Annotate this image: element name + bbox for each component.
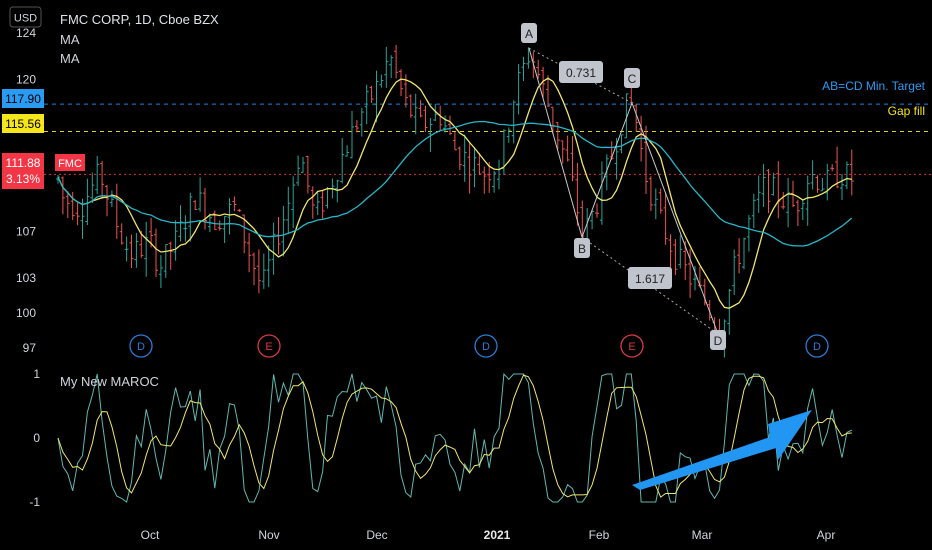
event-marker-earnings[interactable] xyxy=(257,334,281,358)
axis-labels: 124 120 107 103 100 97 Oct Nov Dec 2021 Feb Mar Apr 1… xyxy=(16,26,835,542)
ticker-label: FMC xyxy=(58,158,82,170)
target-line-label: AB=CD Min. Target xyxy=(822,79,925,93)
pattern-point-d xyxy=(710,330,726,350)
last-price-tag xyxy=(2,153,44,189)
pattern-ratio-label: 1.617 xyxy=(635,272,665,286)
last-price-value: 111.88 xyxy=(6,156,41,170)
time-axis-tick: Apr xyxy=(817,528,836,542)
osc-axis-tick: 0 xyxy=(33,431,40,445)
ma-slow-line xyxy=(57,120,853,247)
price-grid xyxy=(44,103,932,175)
currency-label: USD xyxy=(14,13,37,25)
ticker-tag xyxy=(55,154,85,171)
event-marker-earnings[interactable] xyxy=(620,334,644,358)
time-axis-tick: Oct xyxy=(141,528,160,542)
price-axis-tick: 100 xyxy=(16,306,36,320)
pattern-label-a: A xyxy=(525,27,533,41)
event-marker-label: D xyxy=(137,341,145,353)
price-axis-tick: 97 xyxy=(23,341,37,355)
gap-line-label: Gap fill xyxy=(888,104,925,118)
price-tag-target xyxy=(2,89,44,108)
oscillator-title[interactable]: My New MAROC xyxy=(60,374,159,389)
trend-arrow xyxy=(632,410,812,490)
pattern-label-d: D xyxy=(714,334,723,348)
indicator-ma-2[interactable]: MA xyxy=(60,51,80,66)
price-axis-tick: 107 xyxy=(16,224,36,238)
pattern-label-c: C xyxy=(628,72,637,86)
pattern-ratio-label: 0.731 xyxy=(566,66,596,80)
ohlc-bars xyxy=(56,44,854,358)
event-marker-label: E xyxy=(628,341,635,353)
time-axis-tick: 2021 xyxy=(484,528,511,542)
time-axis-tick: Mar xyxy=(692,528,713,542)
event-marker-dividend[interactable] xyxy=(129,334,153,358)
event-marker-dividend[interactable] xyxy=(805,334,829,358)
pattern-point-b xyxy=(574,238,590,258)
price-axis-tick: 124 xyxy=(16,26,36,40)
price-axis-tick: 103 xyxy=(16,271,36,285)
pattern-label-b: B xyxy=(578,242,586,256)
indicator-ma-1[interactable]: MA xyxy=(60,32,80,47)
event-marker-label: D xyxy=(813,341,821,353)
osc-axis-tick: 1 xyxy=(33,367,40,381)
event-marker-label: D xyxy=(482,341,490,353)
price-tag-gap-value: 115.56 xyxy=(5,117,41,131)
pattern-ratio-box xyxy=(628,267,672,289)
time-axis-tick: Nov xyxy=(258,528,279,542)
harmonic-pattern: A B C D 0.731 1.617 xyxy=(521,23,726,350)
chart-title: FMC CORP, 1D, Cboe BZX xyxy=(60,12,219,27)
moving-averages xyxy=(57,77,853,309)
event-marker-dividend[interactable] xyxy=(474,334,498,358)
currency-box[interactable] xyxy=(9,6,42,28)
ma-fast-line xyxy=(57,77,852,309)
pattern-leg xyxy=(581,102,633,238)
oscillator-pane xyxy=(57,372,853,503)
time-axis-tick: Feb xyxy=(589,528,610,542)
price-tag-target-value: 117.90 xyxy=(5,92,41,106)
last-price-change: 3.13% xyxy=(6,172,40,186)
pattern-point-c xyxy=(624,68,640,88)
oscillator-fast-line xyxy=(57,372,853,503)
price-axis-tick: 120 xyxy=(16,73,36,87)
oscillator-slow-line xyxy=(57,374,852,498)
pattern-leg xyxy=(528,48,583,238)
event-marker-label: E xyxy=(265,341,272,353)
pattern-ratio-box xyxy=(559,61,603,83)
price-tag-gap xyxy=(2,114,44,133)
pattern-point-a xyxy=(521,23,537,43)
time-axis-tick: Dec xyxy=(366,528,387,542)
osc-axis-tick: -1 xyxy=(29,495,40,509)
pattern-leg xyxy=(631,102,719,335)
